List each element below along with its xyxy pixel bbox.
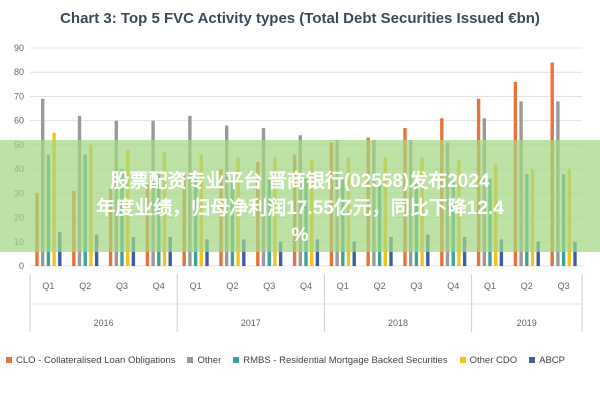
y-tick-label-0: 0 [19,261,24,271]
year-label-3: 2019 [517,318,537,328]
bar-s4-c7 [315,239,320,266]
bar-s4-c14 [573,241,577,266]
y-tick-label-8: 80 [14,67,24,77]
x-tick-label-11: Q4 [447,281,459,291]
x-tick-label-13: Q2 [521,281,533,291]
news-banner-line-1: 股票配资专业平台 晋商银行(02558)发布2024 [110,171,490,192]
x-tick-label-1: Q2 [79,281,91,291]
year-label-2: 2018 [388,318,408,328]
chart-legend: CLO - Collateralised Loan Obligations Oth… [6,352,600,368]
x-tick-label-5: Q2 [226,281,238,291]
chart-title: Chart 3: Top 5 FVC Activity types (Total… [60,10,540,27]
x-tick-label-4: Q1 [190,281,202,291]
y-tick-label-6: 60 [14,116,24,126]
news-banner-line-3: % [291,225,309,246]
legend-item-0: CLO - Collateralised Loan Obligations [6,355,175,366]
legend-label-1: Other [197,354,222,366]
x-tick-label-10: Q3 [410,281,422,291]
bar-s4-c12 [499,239,504,266]
x-tick-label-14: Q3 [558,281,570,291]
bar-s4-c5 [242,239,246,266]
legend-swatch-4 [529,357,536,363]
year-label-1: 2017 [241,318,261,328]
x-tick-label-2: Q3 [116,281,128,291]
x-tick-label-12: Q1 [484,281,496,291]
legend-swatch-1 [187,357,194,363]
bar-s4-c13 [536,241,540,266]
x-tick-label-0: Q1 [42,281,54,291]
news-banner-overlay[interactable]: 股票配资专业平台 晋商银行(02558)发布2024 年度业绩，归母净利润17.… [0,140,600,252]
legend-swatch-2 [233,357,240,363]
x-tick-label-7: Q4 [300,281,312,291]
legend-item-3: Other CDO [459,354,518,366]
news-banner-text[interactable]: 股票配资专业平台 晋商银行(02558)发布2024 年度业绩，归母净利润17.… [0,168,600,249]
legend-label-0: CLO - Collateralised Loan Obligations [16,354,176,366]
x-tick-label-6: Q3 [263,281,275,291]
legend-item-2: RMBS - Residential Mortgage Backed Secur… [233,354,448,366]
legend-label-4: ABCP [539,354,565,366]
legend-item-4: ABCP [529,355,565,366]
bar-s4-c6 [278,241,283,266]
legend-label-3: Other CDO [469,354,518,366]
y-tick-label-9: 90 [14,43,24,53]
x-tick-label-9: Q2 [374,281,386,291]
legend-item-1: Other [187,355,221,366]
x-tick-label-8: Q1 [337,281,349,291]
x-tick-label-3: Q4 [153,281,165,291]
legend-label-2: RMBS - Residential Mortgage Backed Secur… [243,354,448,366]
bar-s4-c8 [352,241,356,266]
news-banner-line-2: 年度业绩，归母净利润17.55亿元，同比下降12.4 [96,198,504,219]
y-tick-label-7: 70 [14,91,24,101]
year-label-0: 2016 [94,318,114,328]
bar-s4-c4 [205,239,209,266]
legend-swatch-3 [459,357,466,363]
legend-swatch-0 [6,357,12,363]
